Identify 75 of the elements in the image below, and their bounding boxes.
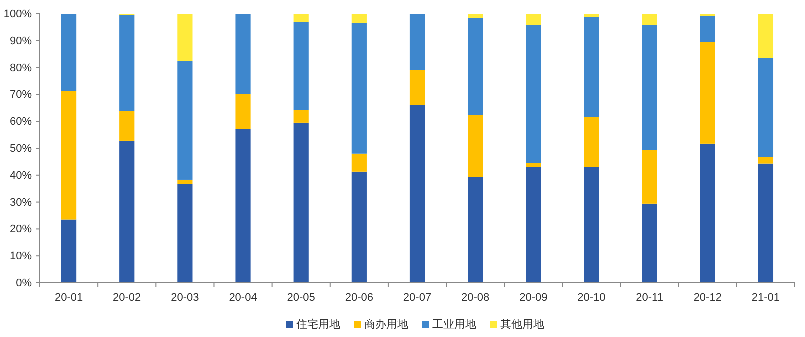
bar — [178, 61, 193, 180]
y-tick-label: 100% — [4, 8, 32, 21]
bar — [642, 150, 658, 204]
bar — [236, 129, 251, 283]
bar — [120, 140, 135, 283]
bar — [468, 177, 484, 283]
bar — [294, 22, 309, 110]
bar — [526, 167, 542, 283]
x-tick-label: 20-09 — [520, 292, 548, 304]
y-tick-label: 80% — [10, 62, 32, 74]
bar — [758, 157, 774, 164]
x-tick-label: 20-03 — [171, 292, 200, 304]
x-tick-label: 20-11 — [636, 292, 664, 304]
y-tick-label: 70% — [10, 89, 32, 102]
bar — [584, 117, 600, 168]
y-tick-label: 0% — [16, 278, 32, 290]
y-tick-label: 60% — [10, 116, 32, 128]
bar — [61, 14, 77, 92]
legend-label: 工业用地 — [432, 318, 476, 331]
bar — [700, 144, 716, 283]
bar — [700, 16, 716, 42]
bar — [410, 70, 426, 106]
bar — [352, 154, 367, 172]
x-tick-label: 20-05 — [287, 292, 316, 304]
bar — [294, 14, 309, 22]
bar — [178, 14, 193, 62]
bar — [584, 17, 600, 118]
bar — [178, 180, 193, 184]
bar — [352, 14, 367, 24]
y-tick-label: 10% — [10, 250, 32, 263]
bar — [352, 23, 367, 154]
bar — [236, 14, 251, 94]
bar — [758, 58, 774, 158]
bar — [236, 94, 251, 130]
bar — [294, 122, 309, 283]
bar — [178, 184, 193, 283]
x-tick-label: 20-10 — [578, 292, 606, 304]
bar — [642, 25, 658, 150]
x-tick-label: 21-01 — [752, 292, 780, 304]
bar — [584, 167, 600, 283]
bar — [526, 14, 542, 26]
y-tick-label: 90% — [10, 35, 32, 48]
bar — [468, 18, 484, 116]
x-tick-label: 20-07 — [403, 292, 432, 304]
x-tick-label: 20-04 — [229, 292, 258, 304]
x-tick-label: 20-01 — [54, 292, 84, 304]
y-tick-label: 30% — [10, 196, 32, 209]
bar — [410, 14, 426, 70]
bar — [120, 15, 135, 112]
bar — [700, 42, 716, 144]
bar — [61, 220, 77, 283]
legend-label: 住宅用地 — [296, 318, 340, 331]
bar — [294, 110, 309, 123]
legend-label: 商办用地 — [364, 318, 408, 331]
bar — [410, 105, 426, 283]
y-tick-label: 40% — [10, 170, 32, 182]
y-tick-label: 50% — [10, 143, 32, 156]
y-tick-label: 20% — [10, 224, 32, 236]
bar — [526, 25, 542, 164]
bar — [468, 115, 484, 178]
x-tick-label: 20-02 — [113, 292, 142, 304]
bar — [120, 111, 135, 141]
bar — [526, 163, 542, 168]
bar — [61, 91, 77, 220]
bar — [642, 204, 658, 283]
bar — [642, 14, 658, 26]
bar — [758, 14, 774, 58]
x-tick-label: 20-08 — [462, 292, 490, 304]
bar — [584, 14, 600, 18]
x-tick-label: 20-06 — [345, 292, 374, 304]
bar — [468, 14, 484, 18]
x-tick-label: 20-12 — [694, 292, 722, 304]
bar — [758, 164, 774, 283]
legend-label: 其他用地 — [500, 318, 544, 331]
bar — [352, 172, 367, 283]
